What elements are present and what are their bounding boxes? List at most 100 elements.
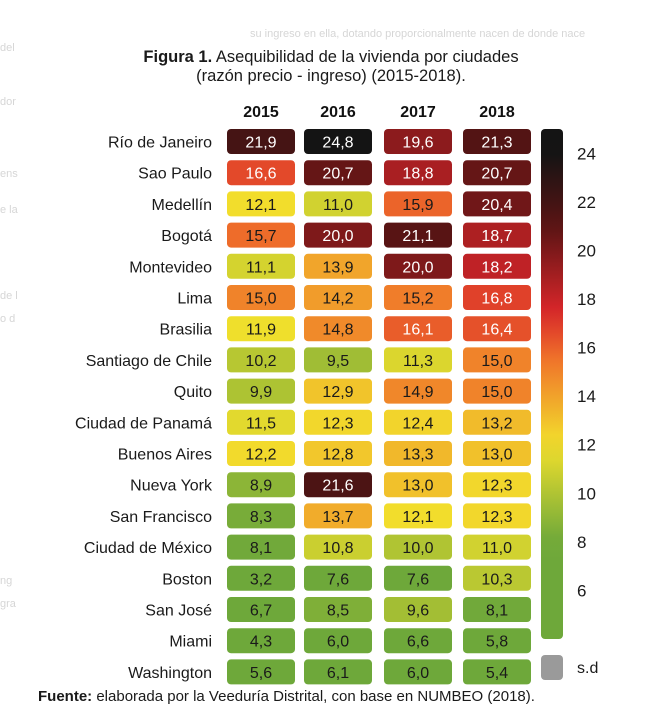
- heatmap-cell: [227, 628, 295, 654]
- heatmap-cell: [384, 503, 452, 529]
- colorbar-tick-label: 10: [577, 484, 596, 503]
- cell-value: 20,7: [322, 166, 353, 183]
- city-label: Bogotá: [161, 228, 212, 245]
- heatmap-cell: [227, 347, 295, 373]
- city-label: Montevideo: [129, 259, 212, 276]
- heatmap-cell: [384, 565, 452, 591]
- cell-value: 21,1: [402, 228, 433, 245]
- cell-value: 16,6: [245, 166, 276, 183]
- cell-value: 13,3: [402, 447, 433, 464]
- city-label: San Francisco: [110, 509, 212, 526]
- cell-value: 20,0: [402, 259, 433, 276]
- cell-value: 14,2: [322, 291, 353, 308]
- cell-value: 11,9: [246, 322, 276, 339]
- heatmap-cell: [304, 378, 372, 404]
- cell-value: 10,0: [402, 540, 433, 557]
- heatmap-cell: [463, 129, 531, 154]
- city-label: Brasilia: [160, 322, 213, 339]
- heatmap-cell: [304, 441, 372, 466]
- heatmap-cell: [463, 378, 531, 404]
- heatmap-cell: [304, 253, 372, 279]
- cell-value: 5,8: [486, 634, 508, 651]
- heatmap-cell: [227, 659, 295, 685]
- city-label: Miami: [169, 634, 212, 651]
- year-header: 2015: [243, 104, 279, 121]
- colorbar-tick-label: 24: [577, 144, 596, 163]
- cell-value: 8,9: [250, 478, 272, 495]
- cell-value: 8,1: [250, 540, 272, 557]
- cell-value: 15,7: [245, 228, 276, 245]
- cell-value: 10,3: [481, 571, 512, 588]
- heatmap-cell: [384, 253, 452, 279]
- background-text-left: ens: [0, 168, 18, 180]
- heatmap-cell: [304, 503, 372, 529]
- heatmap-cell: [463, 160, 531, 186]
- heatmap-cell: [227, 503, 295, 529]
- cell-value: 6,6: [407, 634, 429, 651]
- heatmap-cell: [463, 441, 531, 466]
- city-label: Washington: [128, 665, 212, 682]
- heatmap-cell: [304, 285, 372, 310]
- cell-value: 7,6: [327, 571, 349, 588]
- heatmap-cell: [463, 628, 531, 654]
- city-label: Ciudad de Panamá: [75, 415, 212, 432]
- cell-value: 14,8: [322, 322, 353, 339]
- cell-value: 18,7: [481, 228, 512, 245]
- cell-value: 13,0: [481, 447, 512, 464]
- heatmap-cell: [384, 285, 452, 310]
- cell-value: 8,5: [327, 603, 349, 620]
- heatmap-cell: [304, 160, 372, 186]
- heatmap-cell: [227, 316, 295, 342]
- colorbar-tick-label: 16: [577, 339, 596, 358]
- heatmap-cell: [463, 191, 531, 217]
- heatmap-cell: [463, 597, 531, 622]
- heatmap-cell: [304, 409, 372, 435]
- city-label: Sao Paulo: [138, 166, 212, 183]
- heatmap-cell: [227, 285, 295, 310]
- cell-value: 12,1: [245, 197, 276, 214]
- heatmap-cell: [463, 409, 531, 435]
- heatmap-cell: [463, 222, 531, 248]
- heatmap-cell: [463, 534, 531, 560]
- cell-value: 5,4: [486, 665, 508, 682]
- heatmap-cell: [463, 253, 531, 279]
- cell-value: 15,2: [402, 291, 433, 308]
- city-label: San José: [145, 603, 212, 620]
- heatmap-cell: [304, 472, 372, 498]
- heatmap-cell: [227, 253, 295, 279]
- cell-value: 10,2: [245, 353, 276, 370]
- heatmap-cell: [227, 160, 295, 186]
- heatmap-cell: [384, 409, 452, 435]
- heatmap-cell: [227, 222, 295, 248]
- heatmap-cell: [384, 378, 452, 404]
- background-text-left: de l: [0, 290, 18, 302]
- heatmap-cell: [463, 472, 531, 498]
- background-text-left: o d: [0, 313, 16, 325]
- cell-value: 20,0: [322, 228, 353, 245]
- colorbar-tick-label: 6: [577, 581, 586, 600]
- heatmap-cell: [384, 191, 452, 217]
- heatmap-cell: [384, 347, 452, 373]
- cell-value: 6,7: [250, 603, 272, 620]
- heatmap-cell: [304, 628, 372, 654]
- no-data-label: s.d: [577, 660, 598, 677]
- heatmap-cell: [384, 441, 452, 466]
- cell-value: 16,4: [481, 322, 512, 339]
- cell-value: 9,6: [407, 603, 429, 620]
- heatmap-cell: [227, 441, 295, 466]
- city-label: Medellín: [152, 197, 212, 214]
- background-text-left: del: [0, 42, 15, 54]
- heatmap-cell: [304, 534, 372, 560]
- background-text-left: ng: [0, 575, 13, 587]
- colorbar-tick-label: 22: [577, 193, 596, 212]
- heatmap-cell: [227, 191, 295, 217]
- cell-value: 16,8: [481, 291, 512, 308]
- cell-value: 15,0: [481, 384, 512, 401]
- heatmap-cell: [227, 378, 295, 404]
- cell-value: 6,0: [407, 665, 429, 682]
- cell-value: 14,9: [402, 384, 433, 401]
- colorbar-tick-label: 8: [577, 533, 586, 552]
- heatmap-cell: [384, 160, 452, 186]
- year-header: 2018: [479, 104, 515, 121]
- cell-value: 6,0: [327, 634, 349, 651]
